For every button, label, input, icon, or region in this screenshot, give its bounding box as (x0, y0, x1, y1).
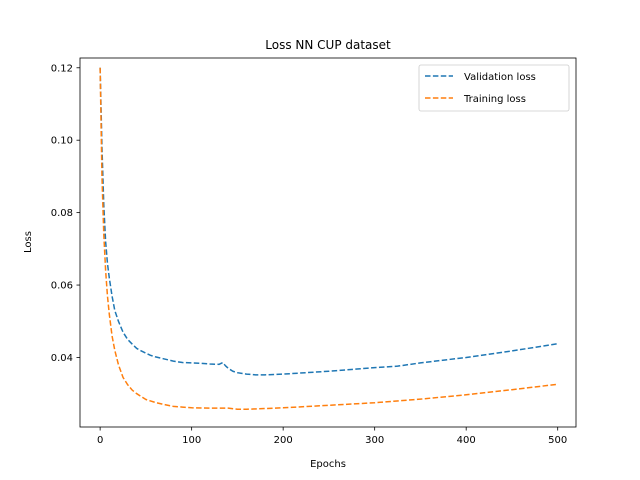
x-tick-label: 100 (182, 435, 201, 446)
legend-label-training: Training loss (463, 94, 526, 105)
chart-title: Loss NN CUP dataset (265, 38, 391, 52)
x-tick-label: 500 (548, 435, 567, 446)
x-axis-label: Epochs (310, 459, 346, 470)
y-tick-label: 0.08 (51, 208, 73, 219)
plot-area (99, 67, 558, 411)
y-axis-label: Loss (23, 231, 34, 253)
training-loss-line (99, 67, 558, 411)
axis-ticks: 0 100 200 300 400 500 0.04 0.06 0.08 0.10 0.12 (51, 63, 568, 446)
plot-frame (79, 57, 577, 428)
y-tick-label: 0.12 (51, 63, 73, 74)
x-tick-label: 300 (365, 435, 384, 446)
x-tick-label: 200 (274, 435, 293, 446)
y-tick-label: 0.10 (51, 136, 73, 147)
y-tick-label: 0.04 (51, 353, 73, 364)
x-tick-label: 0 (97, 435, 103, 446)
legend-label-validation: Validation loss (464, 72, 536, 83)
x-tick-label: 400 (457, 435, 476, 446)
legend: Validation loss Training loss (418, 64, 570, 112)
validation-loss-line (99, 67, 558, 376)
y-tick-label: 0.06 (51, 281, 73, 292)
legend-box (418, 64, 570, 112)
